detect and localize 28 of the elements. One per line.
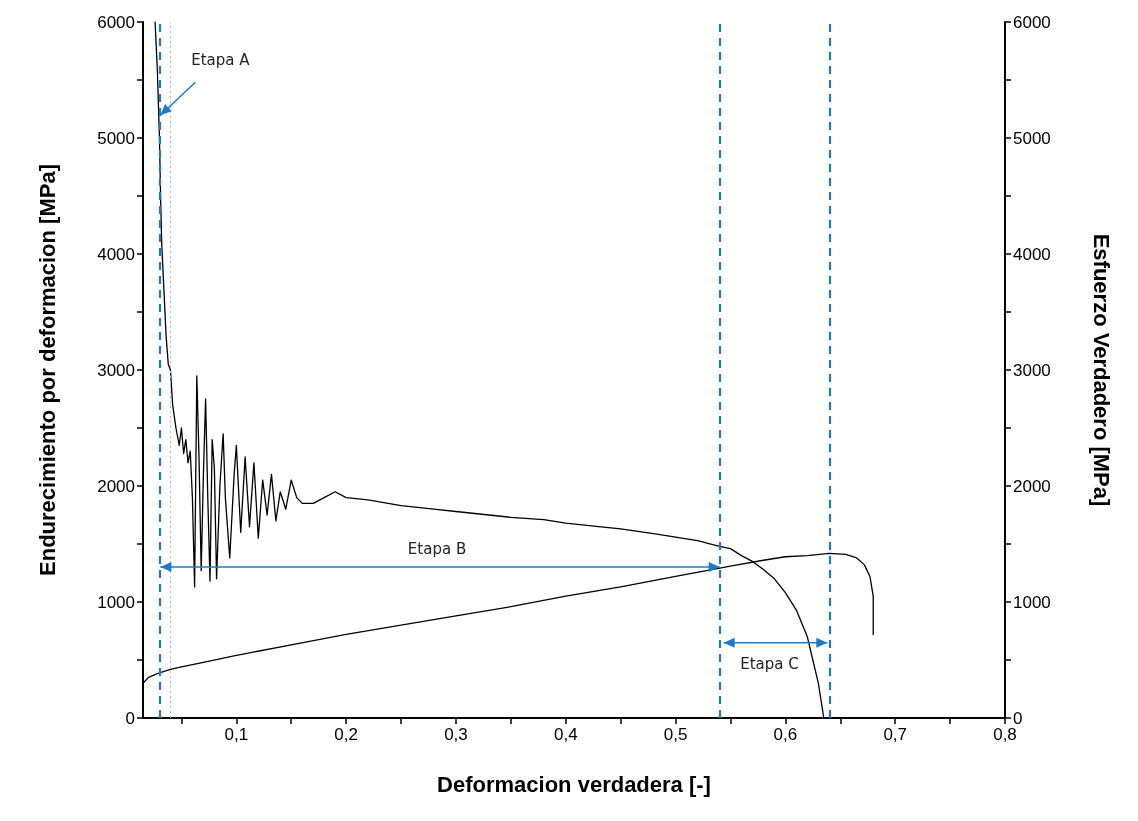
x-tick-label: 0,8: [993, 725, 1017, 744]
x-tick-label: 0,7: [883, 725, 908, 744]
y-tick-label: 4000: [97, 244, 135, 264]
annotation: Etapa C: [740, 654, 799, 673]
x-tick-label: 0,3: [444, 725, 468, 744]
y-axis-title: Endurecimiento por deformacion [MPa]: [34, 164, 60, 576]
y2-tick-label: 6000: [1013, 12, 1051, 32]
y2-tick-label: 0: [1013, 708, 1023, 728]
y-tick-label: 0: [125, 708, 135, 728]
y2-tick-label: 2000: [1013, 476, 1051, 496]
x-tick-label: 0,5: [663, 725, 688, 744]
x-tick-label: 0,6: [773, 725, 798, 744]
x-tick-label: 0,4: [553, 725, 578, 744]
y-tick-label: 3000: [97, 360, 135, 380]
y2-axis-title: Esfuerzo Verdadero [MPa]: [1088, 233, 1114, 507]
y2-tick-label: 1000: [1013, 592, 1051, 612]
y-tick-label: 6000: [97, 12, 135, 32]
y2-tick-label: 4000: [1013, 244, 1051, 264]
y-tick-label: 1000: [97, 592, 135, 612]
annotation: Etapa B: [407, 539, 467, 558]
x-axis-title: Deformacion verdadera [-]: [437, 771, 711, 797]
annotation: Etapa A: [191, 51, 250, 70]
x-tick-label: 0,2: [334, 725, 358, 744]
y2-tick-label: 3000: [1013, 360, 1051, 380]
x-tick-label: 0,1: [224, 725, 249, 744]
y-tick-label: 2000: [97, 476, 135, 496]
y2-tick-label: 5000: [1013, 128, 1051, 148]
y-tick-label: 5000: [97, 128, 135, 148]
